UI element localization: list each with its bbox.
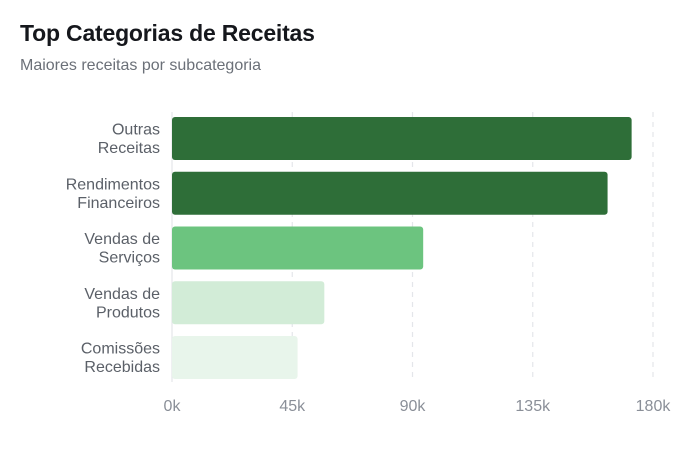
x-axis-ticks: 0k 45k 90k 135k 180k — [164, 398, 672, 415]
bar[interactable] — [172, 281, 325, 325]
x-tick-label: 45k — [279, 398, 306, 415]
category-label-line: Rendimentos — [66, 176, 160, 193]
category-label: Vendas de Produtos — [84, 286, 160, 322]
category-label: Rendimentos Financeiros — [66, 176, 160, 212]
x-tick-label: 90k — [400, 398, 427, 415]
category-label: Vendas de Serviços — [84, 231, 160, 267]
x-tick-label: 135k — [515, 398, 551, 415]
chart-title: Top Categorias de Receitas — [20, 20, 315, 46]
category-label-line: Receitas — [98, 140, 160, 157]
category-label-line: Vendas de — [84, 286, 160, 303]
category-label-line: Serviços — [99, 250, 160, 267]
chart-subtitle: Maiores receitas por subcategoria — [20, 57, 262, 74]
category-label-line: Financeiros — [77, 195, 160, 212]
bar[interactable] — [172, 171, 608, 215]
category-label-line: Recebidas — [84, 359, 160, 376]
category-label: Outras Receitas — [98, 122, 160, 158]
category-label: Comissões Recebidas — [81, 341, 160, 377]
bar[interactable] — [172, 117, 632, 160]
bar[interactable] — [172, 226, 424, 270]
category-label-line: Vendas de — [84, 231, 160, 248]
category-label-line: Comissões — [81, 341, 160, 358]
category-labels: Outras Receitas Rendimentos Financeiros Vend… — [66, 122, 160, 377]
category-label-line: Outras — [112, 122, 160, 139]
category-label-line: Produtos — [96, 304, 160, 321]
x-tick-label: 180k — [636, 398, 672, 415]
x-tick-label: 0k — [164, 398, 182, 415]
bars — [172, 117, 632, 379]
bar[interactable] — [172, 336, 298, 379]
